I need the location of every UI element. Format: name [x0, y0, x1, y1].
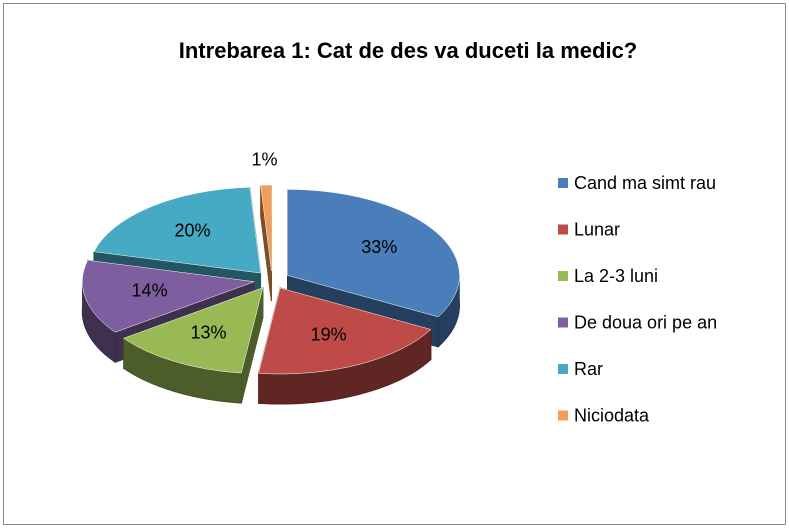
slice: [287, 189, 460, 318]
data-label: 1%: [252, 150, 278, 170]
legend-label: Niciodata: [574, 405, 650, 425]
legend-label: Cand ma simt rau: [574, 173, 716, 193]
slice: [123, 287, 264, 374]
legend-label: Rar: [574, 359, 603, 379]
legend-swatch: [558, 178, 568, 188]
legend-swatch: [558, 364, 568, 374]
slice: [93, 186, 261, 274]
slice: [260, 184, 272, 272]
data-label: 13%: [191, 322, 227, 342]
data-label: 20%: [175, 221, 211, 241]
legend-label: De doua ori pe an: [574, 312, 717, 332]
chart-title: Intrebarea 1: Cat de des va duceti la me…: [179, 38, 638, 63]
slice: [82, 260, 255, 333]
legend-label: Lunar: [574, 219, 620, 239]
slice: [260, 184, 272, 302]
legend-swatch: [558, 410, 568, 421]
legend-swatch: [558, 271, 568, 281]
data-label: 14%: [132, 280, 168, 300]
data-label: 33%: [361, 237, 397, 257]
slice: [257, 287, 432, 405]
legend-label: La 2-3 luni: [574, 266, 658, 286]
legend-swatch: [558, 317, 568, 328]
slice: [122, 287, 264, 404]
legend-swatch: [558, 224, 568, 235]
slice: [258, 287, 432, 375]
data-label: 19%: [311, 324, 347, 344]
